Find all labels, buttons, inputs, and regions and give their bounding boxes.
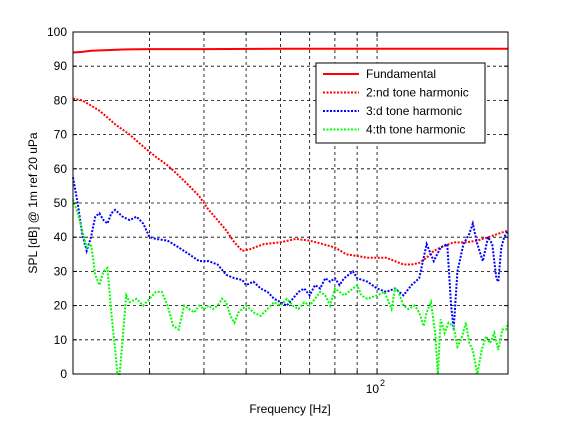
- series-line-4: [72, 199, 509, 375]
- x-tick-labels: 10 2: [366, 378, 385, 396]
- legend-label: 4:th tone harmonic: [366, 123, 465, 137]
- y-tick-labels: 0 10 20 30 40 50 60 70 80 90 100: [47, 25, 67, 381]
- legend: Fundamental 2:nd tone harmonic 3:d tone ha…: [315, 62, 486, 144]
- y-tick-label: 80: [54, 93, 68, 107]
- y-tick-label: 60: [54, 162, 68, 176]
- series-line-3: [72, 177, 509, 330]
- y-tick-label: 40: [54, 230, 68, 244]
- x-tick-label-exponent: 2: [380, 378, 385, 388]
- series-line-1: [72, 47, 508, 54]
- x-tick-label: 10: [366, 382, 380, 396]
- series-group: [72, 47, 509, 375]
- legend-label: 2:nd tone harmonic: [366, 86, 469, 100]
- y-tick-label: 90: [54, 59, 68, 73]
- legend-label: Fundamental: [366, 67, 436, 81]
- y-tick-label: 30: [54, 264, 68, 278]
- y-tick-label: 50: [54, 196, 68, 210]
- ticks: [72, 31, 509, 375]
- y-axis-label: SPL [dB] @ 1m ref 20 uPa: [26, 132, 40, 273]
- x-axis-label: Frequency [Hz]: [249, 402, 330, 416]
- y-tick-label: 70: [54, 128, 68, 142]
- y-tick-label: 100: [47, 25, 67, 39]
- y-tick-label: 20: [54, 299, 68, 313]
- legend-label: 3:d tone harmonic: [366, 104, 462, 118]
- y-tick-label: 0: [60, 367, 67, 381]
- y-tick-label: 10: [54, 333, 68, 347]
